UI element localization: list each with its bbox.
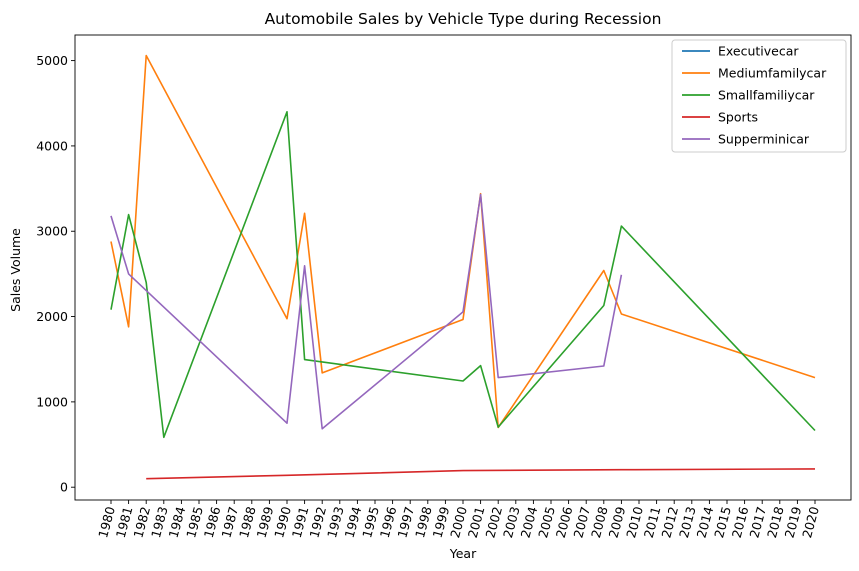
series-line-supperminicar xyxy=(110,193,623,430)
series-line-smallfamiliycar xyxy=(110,111,816,439)
x-axis-label: Year xyxy=(449,546,477,561)
x-axis-ticks: 1980198119821983198419851986198719881989… xyxy=(95,500,822,540)
legend-entry: Sports xyxy=(718,110,758,125)
y-tick-label: 0 xyxy=(60,480,68,495)
y-axis-label: Sales Volume xyxy=(8,228,23,312)
y-tick-label: 1000 xyxy=(36,394,68,409)
series-line-mediumfamilycar xyxy=(110,54,816,429)
y-tick-label: 2000 xyxy=(36,309,68,324)
y-tick-label: 5000 xyxy=(36,53,68,68)
y-axis-ticks: 0 1000 2000 3000 4000 5000 xyxy=(36,53,75,495)
legend-entry: Smallfamiliycar xyxy=(718,88,815,103)
legend-entry: Mediumfamilycar xyxy=(718,66,827,81)
legend: Executivecar Mediumfamilycar Smallfamiliyc… xyxy=(671,39,847,153)
chart-title: Automobile Sales by Vehicle Type during … xyxy=(265,10,662,28)
y-tick-label: 4000 xyxy=(36,138,68,153)
legend-box xyxy=(671,39,847,153)
series-line-sports xyxy=(146,468,816,480)
y-tick-label: 3000 xyxy=(36,224,68,239)
legend-entry: Supperminicar xyxy=(718,132,810,147)
legend-entry: Executivecar xyxy=(718,44,799,59)
